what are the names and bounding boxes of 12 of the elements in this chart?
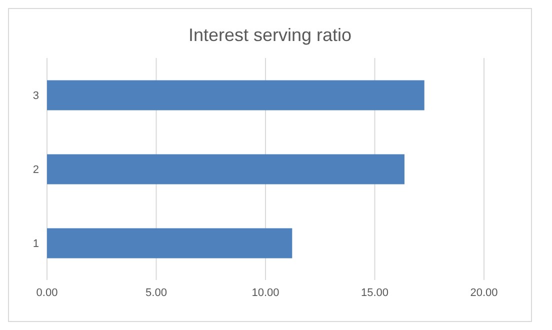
x-tick-label: 20.00 bbox=[470, 286, 498, 299]
x-tick-label: 15.00 bbox=[360, 286, 389, 299]
bar bbox=[47, 228, 292, 258]
bar bbox=[47, 154, 404, 184]
x-tick-label: 5.00 bbox=[146, 286, 167, 299]
x-tick-label: 0.00 bbox=[36, 286, 58, 299]
x-tick-label: 10.00 bbox=[252, 286, 280, 299]
bar bbox=[47, 80, 424, 110]
y-tick-label: 3 bbox=[32, 90, 39, 102]
y-tick-label: 2 bbox=[32, 164, 39, 176]
chart-title: Interest serving ratio bbox=[187, 24, 353, 47]
y-tick-label: 1 bbox=[32, 238, 39, 250]
